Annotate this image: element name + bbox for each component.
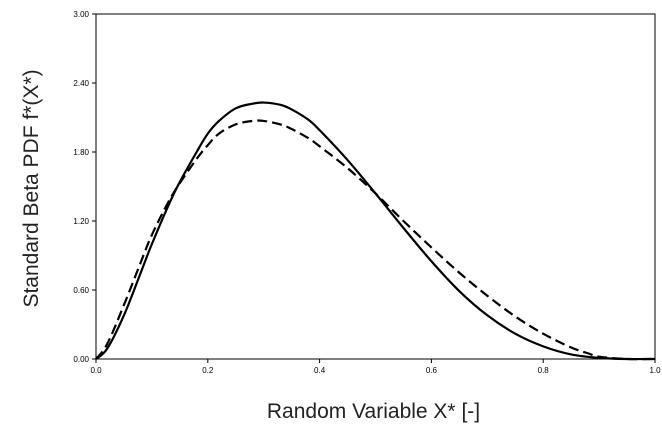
y-tick-label: 3.00: [73, 10, 89, 19]
x-tick-label: 0.6: [426, 366, 438, 375]
plot-area: [95, 13, 656, 360]
plot-frame: [95, 13, 656, 360]
y-axis: 0.00 0.60 1.20 1.80 2.40 3.00: [73, 10, 96, 364]
y-axis-title: Standard Beta PDF f*(X*): [20, 69, 43, 307]
x-tick-label: 0.4: [314, 366, 326, 375]
x-axis: 0.0 0.2 0.4 0.6 0.8 1.0: [90, 359, 661, 375]
y-tick-label: 0.00: [73, 355, 89, 364]
y-tick-label: 1.80: [73, 148, 89, 157]
y-tick-label: 0.60: [73, 286, 89, 295]
series-layer: [95, 101, 656, 361]
y-tick-label: 1.20: [73, 217, 89, 226]
solid-series-line: [95, 101, 656, 361]
y-tick-label: 2.40: [73, 79, 89, 88]
dashed-series-line: [95, 119, 656, 361]
x-tick-label: 0.0: [90, 366, 102, 375]
x-tick-label: 0.8: [538, 366, 550, 375]
x-tick-label: 1.0: [649, 366, 661, 375]
x-axis-title: Random Variable X* [-]: [267, 400, 480, 423]
x-tick-label: 0.2: [202, 366, 214, 375]
